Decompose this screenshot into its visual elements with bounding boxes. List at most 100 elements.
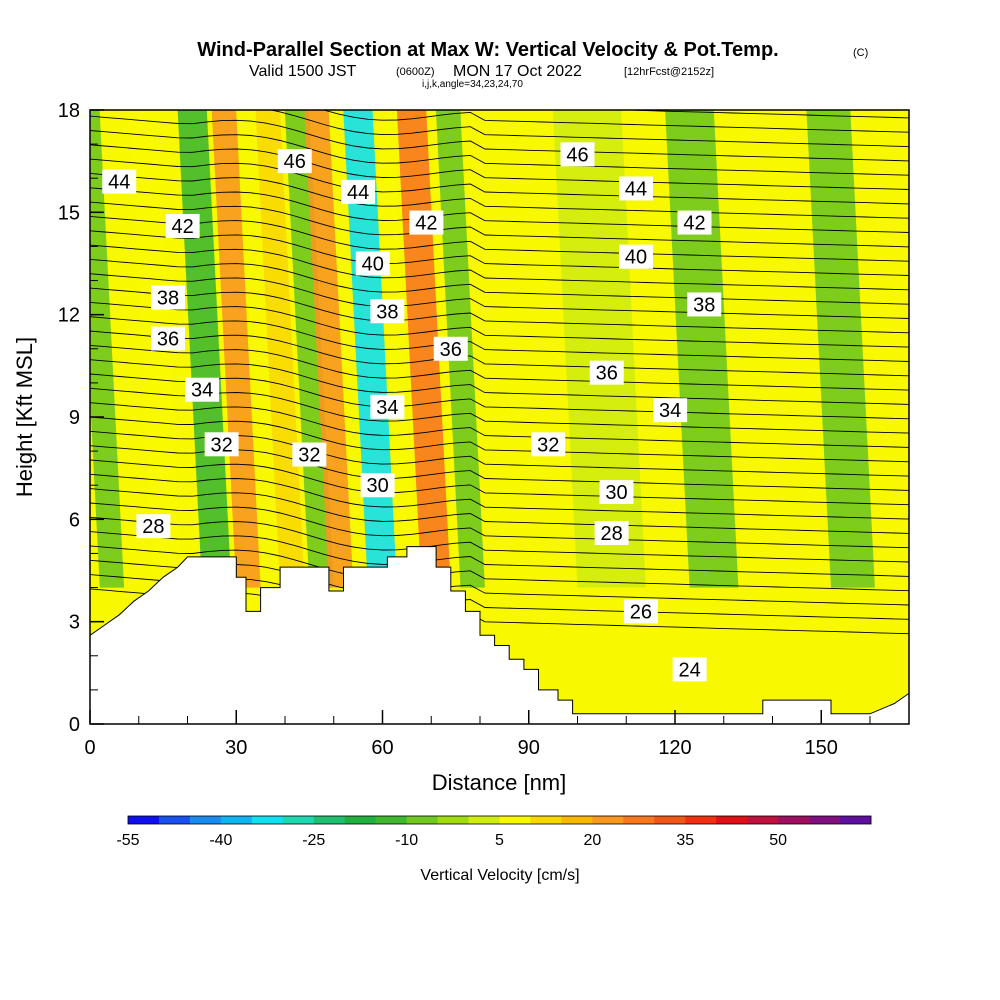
contour-label-text: 44 [108,172,130,194]
contour-label-text: 44 [347,182,369,204]
contour-label: 34 [653,398,688,423]
contour-label-text: 34 [659,400,681,422]
y-tick-label: 15 [58,202,80,224]
isentrope-line [90,488,909,534]
contour-label: 28 [594,520,629,545]
contour-label-text: 24 [679,659,701,681]
contour-label-box [151,326,185,351]
x-tick-label: 60 [371,737,393,759]
isentrope-line [90,545,909,592]
contour-label: 28 [136,514,171,539]
x-tick-label: 90 [518,737,540,759]
isentrope-line [90,531,909,577]
contour-label-text: 30 [605,482,627,504]
y-tick-label: 0 [69,714,80,736]
isentrope-line [90,359,909,405]
contour-label: 36 [151,326,185,351]
velocity-band [284,110,334,588]
contour-label-text: 30 [367,475,389,497]
isentrope-line [90,516,909,563]
contour-label: 24 [672,657,707,682]
contour-label: 46 [277,149,312,174]
contour-label-box [370,299,405,324]
colorbar-swatch [499,816,531,824]
colorbar-swatch [747,816,779,824]
isentrope-line [90,316,909,362]
contour-label: 40 [619,244,653,269]
colorbar-tick-label: -25 [302,832,325,849]
contour-label: 42 [165,213,200,238]
velocity-band [90,110,125,588]
y-tick-label: 18 [58,100,80,122]
contour-label-box [292,442,327,467]
utc-time: (0600Z) [396,66,435,78]
colorbar-swatch [313,816,346,824]
contour-label-text: 42 [683,213,705,235]
contour-label: 34 [185,377,220,402]
contour-label-box [531,432,566,457]
isentrope-line [90,115,909,162]
x-tick-label: 150 [805,737,838,759]
contour-label-text: 34 [191,380,213,402]
contour-label-text: 38 [157,288,179,310]
contour-label-box [560,142,595,167]
colorbar-swatch [654,816,686,824]
colorbar-swatch [128,816,160,824]
isentrope-line [90,273,909,319]
colorbar-tick-label: 5 [495,832,504,849]
forecast-date: MON 17 Oct 2022 [453,63,582,80]
contour-label-box [594,520,629,545]
colorbar-tick-label: 50 [769,832,787,849]
x-tick-label: 30 [225,737,247,759]
isentrope-line [90,244,909,291]
contour-label: 44 [619,176,653,201]
contour-label-box [623,599,658,624]
y-tick-label: 3 [69,612,80,634]
valid-time: Valid 1500 JST [249,63,357,80]
contour-label-box [687,292,722,317]
contour-label-text: 32 [298,445,320,467]
contour-label: 34 [370,394,405,419]
contour-label-text: 46 [566,144,588,166]
contour-label-text: 26 [630,601,652,623]
colorbar: -55 -40 -25 -10 5 20 35 50 [116,815,872,849]
isentrope-line [90,158,909,205]
colorbar-swatch [623,816,655,824]
contour-label: 42 [409,210,444,235]
y-axis-label: Height [Kft MSL] [12,337,37,497]
contour-label-box [277,149,312,174]
isentrope-line [90,215,909,262]
contour-label: 42 [677,210,712,235]
contour-label-box [433,336,468,361]
colorbar-tick-label: 20 [583,832,601,849]
contour-label-box [653,398,688,423]
contour-label-box [102,169,137,194]
colorbar-title: Vertical Velocity [cm/s] [420,867,579,884]
contour-label-text: 28 [601,523,623,545]
isentrope-line [90,287,909,334]
isentrope-line [268,110,909,148]
isentrope-line [90,473,909,520]
contour-label-box [165,213,200,238]
contour-label-text: 38 [693,294,715,316]
contour-label-box [677,210,712,235]
colorbar-swatch [282,816,315,824]
contour-label-box [360,473,395,498]
colorbar-swatch [809,816,841,824]
contour-label: 38 [151,285,185,310]
terrain-mask [90,546,909,724]
contour-label-box [619,176,653,201]
velocity-band [806,110,875,588]
isentrope-line [611,110,909,119]
colorbar-swatch [437,816,469,824]
contour-label: 30 [360,473,395,498]
isentrope-line [90,187,909,233]
colorbar-tick-label: -40 [209,832,232,849]
contour-label-text: 46 [284,151,306,173]
colorbar-swatch [840,816,872,824]
contour-label-text: 36 [157,329,179,351]
isentrope-line [90,416,909,463]
contour-label: 44 [341,179,376,204]
x-axis-label: Distance [nm] [432,770,567,795]
contour-label: 44 [102,169,137,194]
